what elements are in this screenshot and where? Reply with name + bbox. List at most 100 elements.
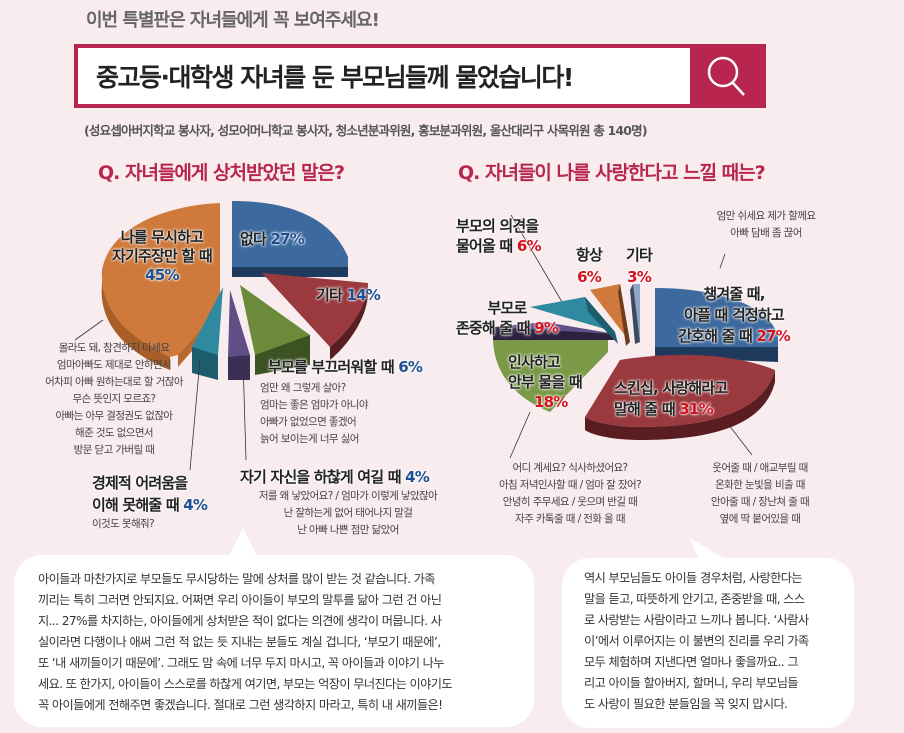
quote: 아빠가 없었으면 좋겠어 [260,416,357,428]
label-self-text: 자기 자신을 하찮게 여길 때 [240,468,402,486]
commentary-line: 말을 듣고, 따뜻하게 안기고, 존중받을 때, 스스 [584,592,805,606]
quotes-care: 엄만 쉬세요 제가 할께요 아빠 담배 좀 끊어 [696,208,836,242]
quotes-ashamed: 엄만 왜 그렇게 살아? 엄마는 좋은 엄마가 아니야 아빠가 없었으면 좋겠어… [260,380,368,448]
label-opinion-line1: 부모의 의견을 [456,217,539,235]
label-other-love-text: 기타 [626,246,653,264]
label-opinion-pct: 6% [516,237,542,255]
label-other-love: 기타 3% [626,244,653,288]
survey-source: (성요셉아버지학교 봉사자, 성모어머니학교 봉사자, 청소년분과위원, 홍보분… [84,123,648,138]
label-care-line3: 간호해 줄 때 [678,327,753,345]
pie-chart-love [493,284,778,440]
commentary-line: 로 사랑받는 사람이라고 느끼나 봅니다. ‘사람사 [584,613,809,627]
commentary-line: 역시 부모님들도 아이들 경우처럼, 사랑한다는 [584,571,803,585]
quote: 난 잘하는게 없어 태어나지 말걸 [283,507,413,519]
commentary-line: 리고 아이들 할아버지, 할머니, 우리 부모님들 [584,676,799,690]
label-care-line2: 아플 때 걱정하고 [684,306,785,324]
label-ignore-line1: 나를 무시하고 [120,228,204,246]
quote: 온화한 눈빛을 비출 때 [715,479,805,491]
label-ashamed-pct: 6% [398,358,423,376]
quote: 엄만 왜 그렇게 살아? [260,382,346,394]
quotes-skinship: 웃어줄 때 / 애교부릴 때 온화한 눈빛을 비출 때 안아줄 때 / 장난쳐 … [690,460,830,528]
quote: 옆에 딱 붙어있을 때 [719,513,801,525]
commentary-line: 꼭 아이들에게 전해주면 좋겠습니다. 절대로 그런 생각하지 마라고, 특히 … [38,698,443,712]
quote: 해준 것도 없으면서 [75,427,154,439]
commentary-line: 모두 체험하며 지낸다면 얼마나 좋을까요.. 그 [584,655,799,669]
label-other: 기타 14% [316,284,381,305]
search-icon [707,56,745,96]
label-skinship-line1: 스킨십, 사랑해라고 [614,379,728,397]
commentary-line: 아이들과 마찬가지로 부모들도 무시당하는 말에 상처를 많이 받는 것 같습니… [38,572,435,586]
label-respect-line1: 부모로 [487,299,527,317]
chart-right-title: Q. 자녀들이 나를 사랑한다고 느낄 때는? [458,162,766,184]
search-query-text: 중고등·대학생 자녀를 둔 부모님들께 물었습니다! [96,63,574,92]
label-economic: 경제적 어려움을 이해 못해줄 때 4% [92,472,208,516]
quotes-greet: 어디 계세요? 식사하셨어요? 아침 저녁인사할 때 / 엄마 잘 잤어? 안녕… [480,460,660,528]
quote: 방문 닫고 가버릴 때 [73,444,155,456]
quote: 난 아빠 나쁜 점만 닮았어 [297,524,399,536]
label-greet-pct: 18% [534,393,568,411]
quote: 엄마는 좋은 엄마가 아니야 [260,399,368,411]
quote: 늙어 보이는게 너무 싫어 [260,433,359,445]
label-ignore-pct: 45% [145,266,179,284]
quote: 아침 저녁인사할 때 / 엄마 잘 잤어? [498,479,642,491]
label-ashamed: 부모를 부끄러워할 때 6% [268,356,423,377]
label-none-text: 없다 [240,230,267,248]
label-greet: 인사하고 안부 물을 때 18% [508,352,583,412]
quotes-economic: 이것도 못해줘? [92,516,155,533]
bubble-left-tail [228,528,258,558]
quotes-self: 저를 왜 낳았어요? / 엄마가 이렇게 낳았잖아 난 잘하는게 없어 태어나지… [238,488,458,539]
quote: 몰라도 돼, 참견하지 마세요 [58,342,170,354]
label-skinship-line2: 말해 줄 때 [614,400,676,418]
commentary-line: 도 사랑이 필요한 분들임을 꼭 잊지 맙시다. [584,697,788,711]
label-economic-line2: 이해 못해줄 때 [92,496,180,514]
quotes-ignore: 몰라도 돼, 참견하지 마세요 엄마아빠도 제대로 안하면서 어차피 아빠 원하… [24,340,204,459]
commentary-line: 이’에서 이루어지는 이 불변의 진리를 우리 가족 [584,634,809,648]
label-care: 챙겨줄 때, 아플 때 걱정하고 간호해 줄 때 27% [674,284,794,347]
label-greet-line2: 안부 물을 때 [508,373,583,391]
search-button[interactable] [690,48,762,104]
commentary-right: 역시 부모님들도 아이들 경우처럼, 사랑한다는 말을 듣고, 따뜻하게 안기고… [562,558,854,728]
label-always: 항상 6% [576,244,603,288]
quote: 엄마아빠도 제대로 안하면서 [56,359,172,371]
chart-left-title: Q. 자녀들에게 상처받았던 말은? [98,162,345,184]
quote: 아빠는 아무 결정권도 없잖아 [55,410,174,422]
quote: 아빠 담배 좀 끊어 [730,227,802,239]
intro-heading: 이번 특별판은 자녀들에게 꼭 보여주세요! [86,10,380,31]
label-ignore: 나를 무시하고 자기주장만 할 때 45% [112,228,213,285]
label-other-love-pct: 3% [627,268,652,286]
label-always-pct: 6% [577,268,602,286]
commentary-left: 아이들과 마찬가지로 부모들도 무시당하는 말에 상처를 많이 받는 것 같습니… [14,555,534,727]
label-other-pct: 14% [346,286,380,304]
label-greet-line1: 인사하고 [508,353,561,371]
label-opinion-line2: 물어올 때 [456,237,513,255]
label-care-line1: 챙겨줄 때, [703,285,765,303]
label-none: 없다 27% [240,228,305,249]
label-care-pct: 27% [756,327,790,345]
quote: 저를 왜 낳았어요? / 엄마가 이렇게 낳았잖아 [258,490,438,502]
bubble-right-tail [690,538,730,562]
label-respect-pct: 9% [534,319,559,337]
quote: 안녕히 주무세요 / 웃으며 반길 때 [502,496,638,508]
commentary-line: 세요. 또 한가지, 아이들이 스스로를 하찮게 여기면, 부모는 억장이 무너… [38,677,453,691]
label-opinion: 부모의 의견을 물어올 때 6% [456,216,542,256]
commentary-line: 끼리는 특히 그러면 안되지요. 어쩌면 우리 아이들이 부모의 말투를 닮아 … [38,593,442,607]
label-skinship: 스킨십, 사랑해라고 말해 줄 때 31% [614,378,728,420]
label-always-text: 항상 [576,246,603,264]
search-banner: 중고등·대학생 자녀를 둔 부모님들께 물었습니다! [74,44,766,108]
label-skinship-pct: 31% [679,400,713,418]
quote: 어차피 아빠 원하는대로 할 거잖아 [45,376,183,388]
quote: 자주 카톡줄 때 / 전화 올 때 [515,513,626,525]
quote: 어디 계세요? 식사하셨어요? [512,462,628,474]
label-none-pct: 27% [270,230,304,248]
quote: 이것도 못해줘? [92,518,155,530]
commentary-line: 또 ‘내 새끼들이기 때문에’. 그래도 맘 속에 너무 두지 마시고, 꼭 아… [38,656,444,670]
label-self: 자기 자신을 하찮게 여길 때 4% [240,466,430,487]
label-economic-pct: 4% [183,496,208,514]
quote: 무슨 뜻인지 모르죠? [72,393,157,405]
label-ignore-line2: 자기주장만 할 때 [112,247,213,265]
label-other-text: 기타 [316,286,343,304]
label-ashamed-text: 부모를 부끄러워할 때 [268,358,395,376]
quote: 엄만 쉬세요 제가 할께요 [716,210,816,222]
commentary-line: 실이라면 다행이나 애써 그런 적 없는 듯 지내는 분들도 계실 겁니다, ‘… [38,635,441,649]
commentary-line: 지... 27%를 차지하는, 아이들에게 상처받은 적이 없다는 의견에 생각… [38,614,442,628]
